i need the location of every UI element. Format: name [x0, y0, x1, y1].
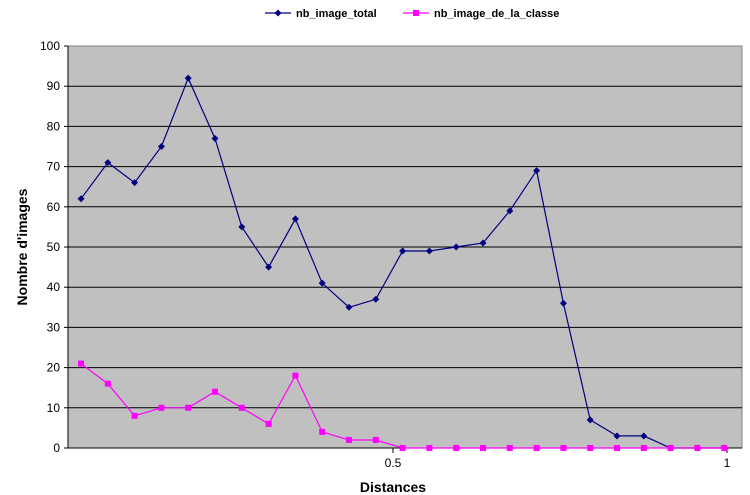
data-point — [425, 247, 433, 255]
data-point — [211, 134, 219, 142]
x-axis: 0.5 1 — [68, 447, 742, 470]
data-point — [506, 207, 514, 215]
data-point — [506, 445, 513, 451]
series-nb_image_total — [77, 74, 728, 452]
x-axis-title: Distances — [360, 479, 426, 495]
data-point — [399, 445, 406, 451]
y-tick-label: 40 — [47, 280, 61, 294]
legend-marker — [413, 10, 419, 16]
data-point — [292, 372, 299, 379]
data-point — [533, 445, 540, 451]
data-point — [77, 195, 85, 203]
legend-item: nb_image_total — [265, 8, 377, 20]
y-tick-label: 10 — [47, 401, 61, 415]
data-point — [533, 167, 541, 175]
data-point — [399, 247, 407, 255]
data-point — [318, 279, 326, 287]
data-point — [184, 74, 192, 82]
data-point — [104, 380, 111, 387]
data-point — [372, 436, 379, 443]
data-point — [319, 428, 326, 435]
data-point — [640, 432, 648, 440]
y-tick-label: 0 — [53, 441, 60, 455]
y-tick-label: 50 — [47, 240, 61, 254]
data-point — [238, 223, 246, 231]
data-point — [265, 263, 273, 271]
data-point — [78, 360, 84, 367]
data-point — [238, 404, 245, 411]
data-point — [614, 445, 620, 451]
data-point — [345, 303, 353, 311]
y-tick-label: 30 — [47, 320, 61, 334]
legend-label: nb_image_total — [296, 8, 377, 20]
series-layer — [77, 74, 728, 452]
data-point — [157, 143, 165, 150]
y-tick-label: 90 — [47, 79, 61, 93]
data-point — [613, 432, 621, 440]
y-axis: 0 10 20 30 40 50 60 70 80 90 100 — [40, 39, 69, 455]
y-tick-label: 80 — [47, 119, 61, 133]
x-tick-label: 0.5 — [385, 456, 402, 470]
legend-item: nb_image_de_la_classe — [403, 8, 559, 20]
data-point — [346, 436, 352, 443]
data-point — [265, 420, 272, 427]
legend-label: nb_image_de_la_classe — [434, 8, 559, 20]
data-point — [586, 416, 594, 424]
data-point — [453, 445, 460, 451]
data-point — [667, 445, 674, 451]
data-point — [185, 404, 192, 411]
data-point — [587, 445, 594, 451]
legend: nb_image_total nb_image_de_la_classe — [265, 8, 559, 20]
data-point — [212, 388, 218, 395]
x-tick-label: 1 — [724, 456, 731, 470]
data-point — [560, 445, 567, 451]
data-point — [452, 243, 460, 251]
data-point — [426, 445, 433, 451]
data-point — [640, 445, 647, 451]
data-point — [694, 445, 701, 451]
data-point — [104, 159, 112, 167]
data-point — [372, 295, 380, 303]
series-nb_image_de_la_classe — [78, 360, 728, 451]
data-point — [559, 299, 567, 307]
y-tick-label: 70 — [47, 160, 61, 174]
data-point — [721, 445, 728, 451]
y-axis-title: Nombre d'images — [14, 188, 30, 305]
y-tick-label: 60 — [47, 200, 61, 214]
data-point — [291, 215, 299, 223]
data-point — [131, 412, 138, 419]
data-point — [131, 179, 139, 187]
y-tick-label: 20 — [47, 361, 61, 375]
data-point — [480, 445, 486, 451]
legend-marker — [274, 9, 282, 17]
y-tick-label: 100 — [40, 39, 60, 53]
data-point — [158, 404, 165, 411]
data-point — [479, 239, 487, 247]
